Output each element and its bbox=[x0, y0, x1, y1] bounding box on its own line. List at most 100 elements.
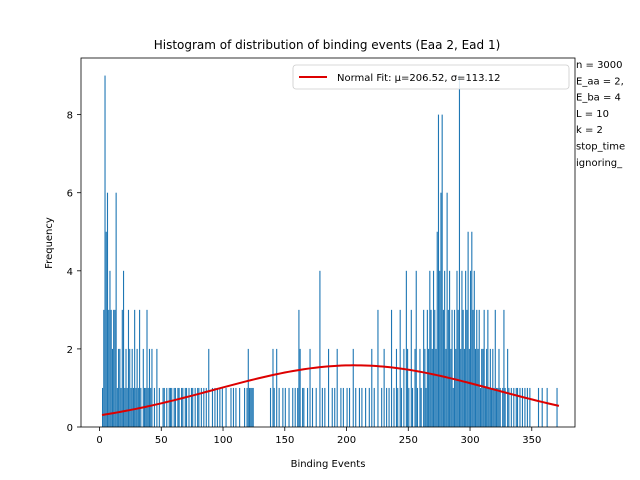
histogram-bar bbox=[521, 387, 523, 427]
histogram-bar bbox=[119, 348, 121, 427]
parameter-line: L = 10 bbox=[576, 109, 609, 120]
histogram-bar bbox=[246, 387, 248, 427]
histogram-bar bbox=[104, 75, 106, 427]
histogram-bar bbox=[546, 387, 548, 427]
x-tick-label: 150 bbox=[275, 435, 294, 446]
x-tick-label: 0 bbox=[96, 435, 102, 446]
histogram-bar bbox=[482, 348, 484, 427]
histogram-bar bbox=[311, 387, 314, 427]
histogram-bar bbox=[127, 309, 130, 427]
histogram-bar bbox=[214, 387, 216, 427]
histogram-bar bbox=[395, 348, 398, 427]
plot-frame bbox=[80, 57, 576, 428]
histogram-bar bbox=[449, 270, 451, 427]
legend: Normal Fit: μ=206.52, σ=113.12 bbox=[292, 64, 570, 90]
histogram-bar bbox=[342, 387, 344, 427]
histogram-bar bbox=[450, 348, 452, 427]
histogram-bar bbox=[251, 387, 253, 427]
y-tick-label: 0 bbox=[67, 423, 73, 434]
histogram-bar bbox=[504, 387, 506, 427]
histogram-bar bbox=[244, 387, 246, 427]
histogram-bar bbox=[177, 387, 179, 427]
histogram-bar bbox=[465, 270, 467, 427]
histogram-bar bbox=[302, 387, 304, 427]
histogram-bar bbox=[139, 309, 141, 427]
histogram-bar bbox=[429, 270, 431, 427]
histogram-bar bbox=[273, 387, 275, 427]
histogram-bar bbox=[439, 270, 441, 427]
histogram-bar bbox=[319, 270, 321, 427]
histogram-bar bbox=[403, 348, 405, 427]
histogram-bar bbox=[493, 387, 495, 427]
histogram-bar bbox=[269, 387, 272, 427]
histogram-bar bbox=[173, 387, 175, 427]
histogram-bar bbox=[425, 387, 427, 427]
histogram-bar bbox=[461, 270, 463, 427]
histogram-bar bbox=[150, 387, 152, 427]
histogram-bar bbox=[130, 387, 132, 427]
histogram-bar bbox=[169, 387, 172, 427]
histogram-bar bbox=[492, 348, 494, 427]
histogram-bar bbox=[198, 387, 200, 427]
histogram-bar bbox=[483, 309, 485, 427]
histogram-bar bbox=[216, 387, 218, 427]
histogram-bar bbox=[184, 387, 186, 427]
histogram-bar bbox=[430, 309, 432, 427]
histogram-bar bbox=[358, 387, 360, 427]
histogram-bar bbox=[495, 387, 498, 427]
histogram-bar bbox=[248, 387, 251, 427]
histogram-bar bbox=[124, 387, 126, 427]
histogram-bar bbox=[309, 348, 311, 427]
histogram-bar bbox=[299, 348, 301, 427]
histogram-bar bbox=[473, 270, 475, 427]
histogram-bar bbox=[481, 348, 483, 427]
histogram-bar bbox=[315, 387, 317, 427]
histogram-bar bbox=[434, 309, 436, 427]
histogram-bar bbox=[487, 309, 489, 427]
histogram-bar bbox=[478, 309, 480, 427]
x-tick-label: 250 bbox=[399, 435, 418, 446]
legend-box bbox=[292, 64, 570, 90]
histogram-bar bbox=[219, 387, 221, 427]
x-axis-label: Binding Events bbox=[291, 459, 366, 470]
histogram-bar bbox=[529, 387, 531, 427]
histogram-bar bbox=[168, 387, 170, 427]
histogram-bar bbox=[156, 348, 158, 427]
histogram-bar bbox=[142, 348, 144, 427]
x-axis-ticks: 0 50 100 150 200 250 300 350 bbox=[96, 427, 541, 446]
histogram-bar bbox=[400, 387, 402, 427]
histogram-bar bbox=[488, 387, 490, 427]
y-axis-label: Frequency bbox=[44, 217, 55, 269]
histogram-bar bbox=[121, 309, 123, 427]
histogram-bar bbox=[163, 387, 165, 427]
histogram-bar bbox=[116, 387, 118, 427]
histogram-bar bbox=[466, 309, 468, 427]
histogram-bar bbox=[232, 387, 235, 427]
histogram-bar bbox=[225, 387, 227, 427]
histogram-bar bbox=[537, 387, 540, 427]
x-tick-label: 100 bbox=[213, 435, 232, 446]
histogram-bar bbox=[250, 387, 252, 427]
histogram-bar bbox=[435, 348, 437, 427]
histogram-bar bbox=[103, 309, 105, 427]
histogram-bar bbox=[441, 114, 443, 428]
normal-fit-line bbox=[101, 364, 560, 416]
histogram-bar bbox=[153, 387, 155, 427]
histogram-bar bbox=[185, 387, 188, 427]
histogram-bar bbox=[221, 387, 223, 427]
histogram-bar bbox=[452, 387, 454, 427]
histogram-bar bbox=[272, 348, 274, 427]
histogram-bar bbox=[131, 348, 133, 427]
histogram-bar bbox=[416, 387, 419, 427]
histogram-bar bbox=[381, 387, 383, 427]
histogram-bar bbox=[147, 387, 149, 427]
histogram-bar bbox=[105, 231, 107, 427]
histogram-bar bbox=[297, 387, 299, 427]
histogram-bar bbox=[178, 387, 180, 427]
histogram-bar bbox=[477, 348, 479, 427]
histogram-bar bbox=[474, 348, 477, 427]
histogram-bar bbox=[424, 348, 426, 427]
histogram-bar bbox=[446, 192, 448, 427]
histogram-bar bbox=[513, 387, 515, 427]
histogram-bar bbox=[230, 387, 232, 427]
